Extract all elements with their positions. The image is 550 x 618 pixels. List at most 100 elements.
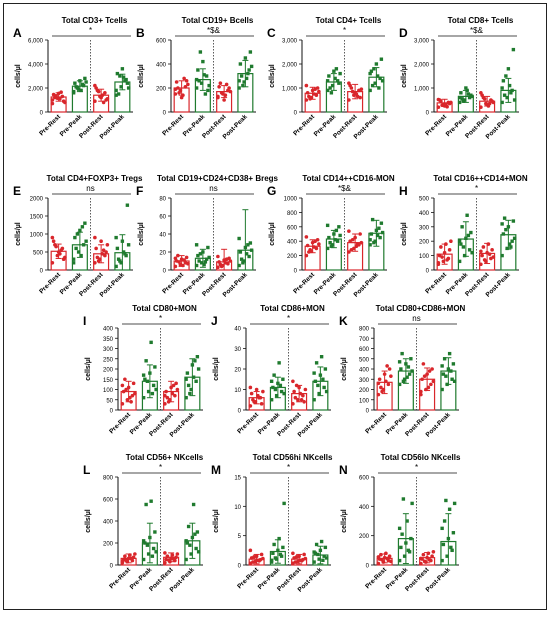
- data-point: [379, 221, 384, 225]
- data-point: [450, 377, 454, 381]
- data-point: [389, 374, 393, 378]
- y-axis-label: cells/µl: [401, 222, 408, 246]
- y-tick-label: 0: [163, 111, 167, 117]
- data-point: [124, 558, 128, 563]
- y-tick-label: 40: [234, 327, 241, 333]
- y-axis-label: cells/µl: [15, 222, 22, 246]
- data-point: [328, 86, 332, 90]
- data-point: [281, 377, 285, 381]
- data-point: [243, 56, 248, 60]
- data-point: [445, 382, 449, 387]
- data-point: [190, 535, 195, 540]
- data-point: [324, 389, 329, 394]
- data-point: [296, 397, 300, 402]
- data-point: [222, 98, 226, 102]
- significance-label: ns: [86, 184, 94, 193]
- data-point: [272, 542, 276, 547]
- data-point: [347, 98, 351, 102]
- data-point: [173, 264, 178, 269]
- data-point: [334, 228, 339, 233]
- data-point: [81, 243, 86, 247]
- y-tick-label: 350: [103, 337, 114, 343]
- data-point: [406, 548, 411, 553]
- data-point: [500, 222, 504, 226]
- data-point: [186, 82, 190, 87]
- data-point: [510, 88, 514, 93]
- y-axis-label: cells/µl: [85, 357, 92, 381]
- data-point: [257, 395, 261, 400]
- data-point: [442, 519, 447, 523]
- data-point: [447, 248, 452, 252]
- data-point: [319, 355, 324, 359]
- data-point: [321, 377, 325, 381]
- data-point: [149, 499, 153, 503]
- data-point: [358, 232, 362, 236]
- data-point: [125, 397, 130, 402]
- data-point: [409, 536, 413, 541]
- data-point: [207, 83, 211, 88]
- data-point: [378, 76, 382, 81]
- y-tick-label: 200: [287, 254, 298, 260]
- data-point: [259, 402, 264, 406]
- significance-label: *$&: [207, 26, 221, 35]
- data-point: [93, 261, 97, 265]
- data-point: [271, 551, 275, 555]
- data-point: [249, 248, 254, 252]
- data-point: [186, 383, 191, 388]
- data-point: [115, 71, 120, 76]
- data-point: [78, 228, 82, 233]
- data-point: [479, 249, 483, 254]
- data-point: [219, 264, 224, 269]
- data-point: [291, 402, 295, 406]
- data-point: [323, 545, 328, 550]
- data-point: [249, 64, 254, 69]
- data-point: [505, 95, 509, 100]
- data-point: [129, 556, 133, 561]
- data-point: [201, 250, 205, 254]
- data-point: [151, 546, 156, 551]
- data-point: [377, 86, 381, 90]
- data-point: [312, 560, 316, 564]
- data-point: [204, 257, 209, 261]
- data-point: [126, 243, 131, 247]
- y-tick-label: 150: [103, 378, 114, 384]
- data-point: [206, 245, 210, 250]
- significance-label: *: [287, 463, 290, 472]
- data-point: [372, 67, 376, 71]
- data-point: [125, 81, 130, 85]
- figure-frame: [3, 3, 547, 610]
- y-tick-label: 2000: [30, 197, 44, 203]
- panel-letter: D: [399, 26, 408, 40]
- data-point: [332, 232, 336, 236]
- data-point: [490, 248, 494, 252]
- data-point: [84, 239, 88, 243]
- data-point: [184, 539, 188, 543]
- data-point: [425, 372, 429, 376]
- data-point: [404, 362, 408, 366]
- data-point: [312, 550, 316, 554]
- data-point: [184, 377, 188, 381]
- data-point: [324, 556, 329, 560]
- data-point: [429, 382, 433, 387]
- data-point: [237, 79, 241, 83]
- panel-title: Total CD3+ Tcells: [62, 16, 128, 25]
- data-point: [114, 88, 118, 93]
- data-point: [54, 244, 58, 249]
- data-point: [399, 545, 403, 550]
- data-point: [479, 91, 483, 95]
- data-point: [500, 86, 504, 90]
- data-point: [126, 86, 131, 90]
- data-point: [442, 357, 447, 361]
- data-point: [154, 550, 158, 554]
- data-point: [118, 74, 122, 78]
- data-point: [141, 373, 146, 377]
- data-point: [302, 552, 306, 557]
- y-tick-label: 5: [238, 534, 242, 540]
- data-point: [402, 377, 407, 381]
- y-tick-label: 600: [156, 39, 167, 45]
- data-point: [303, 556, 308, 561]
- data-point: [123, 554, 127, 558]
- data-point: [317, 89, 321, 94]
- data-point: [248, 404, 253, 408]
- data-point: [94, 246, 98, 251]
